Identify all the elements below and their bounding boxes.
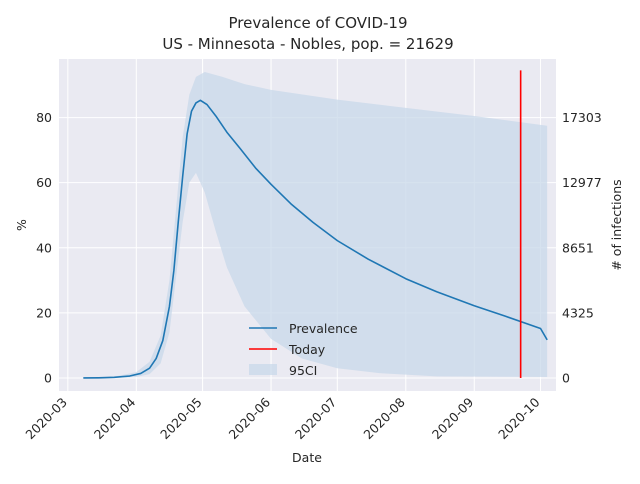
y-tick-label-left: 0	[44, 370, 52, 385]
y-tick-label-left: 20	[36, 305, 52, 320]
y-tick-label-left: 60	[36, 175, 52, 190]
x-tick-label: 2020-10	[495, 394, 543, 442]
y-tick-label-right: 17303	[562, 110, 602, 125]
x-tick-label: 2020-07	[292, 395, 340, 443]
x-tick-label: 2020-06	[226, 394, 274, 442]
legend-prevalence-label: Prevalence	[289, 321, 358, 336]
legend-today-label: Today	[288, 342, 326, 357]
x-tick-label: 2020-03	[22, 395, 70, 443]
series-lines	[83, 70, 548, 379]
legend-95ci-swatch	[249, 364, 277, 375]
chart-title-line1: Prevalence of COVID-19	[228, 14, 407, 32]
x-tick-label: 2020-04	[91, 394, 139, 442]
y-tick-label-right: 8651	[562, 240, 594, 255]
prevalence-line	[83, 99, 548, 379]
chart-title-line2: US - Minnesota - Nobles, pop. = 21629	[162, 35, 453, 53]
x-tick-label: 2020-09	[429, 394, 477, 442]
x-tick-label: 2020-05	[157, 395, 205, 443]
y-tick-label-left: 80	[36, 110, 52, 125]
y-tick-label-left: 40	[36, 240, 52, 255]
y-tick-label-right: 0	[562, 370, 570, 385]
y-axis-label-left: %	[14, 219, 29, 231]
x-tick-label: 2020-08	[360, 394, 408, 442]
y-axis-label-right: # of infections	[609, 179, 624, 270]
legend: Prevalence Today 95CI	[249, 321, 358, 378]
y-tick-label-right: 12977	[562, 175, 602, 190]
y-tick-label-right: 4325	[562, 305, 594, 320]
legend-95ci-label: 95CI	[289, 363, 317, 378]
x-axis-label: Date	[292, 450, 322, 465]
